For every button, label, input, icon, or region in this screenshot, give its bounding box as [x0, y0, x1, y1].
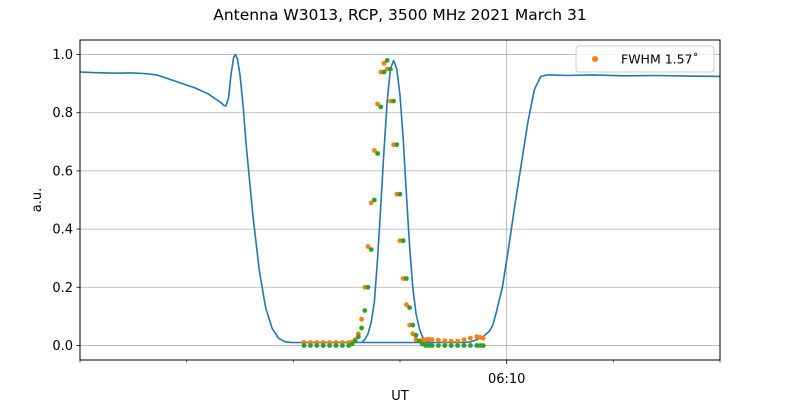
- series-3-point-17: [378, 104, 384, 110]
- series-2-point-42: [480, 335, 486, 341]
- series-line-0: [79, 53, 721, 344]
- series-2-point-38: [461, 337, 467, 342]
- y-tick-label-3: 0.6: [52, 164, 73, 179]
- series-2-point-33: [429, 337, 435, 342]
- series-3-point-3: [320, 343, 326, 348]
- series-3-point-2: [314, 343, 320, 348]
- series-3-point-24: [400, 238, 406, 244]
- series-3-point-10: [356, 334, 361, 340]
- series-3-point-9: [352, 338, 358, 344]
- series-2-point-18: [381, 60, 387, 66]
- series-3-point-14: [368, 247, 374, 252]
- series-2-point-16: [375, 101, 380, 107]
- legend-label-fwhm: FWHM 1.57˚: [621, 52, 699, 67]
- series-3-point-6: [340, 343, 345, 348]
- series-3-point-13: [365, 284, 371, 290]
- series-3-point-5: [333, 343, 339, 348]
- series-2-point-25: [404, 302, 409, 308]
- y-axis-label: a.u.: [30, 188, 45, 212]
- series-3-point-21: [391, 98, 396, 104]
- series-3-point-29: [416, 338, 422, 344]
- series-3-point-15: [372, 197, 377, 203]
- series-2-point-11: [359, 316, 364, 322]
- series-2-point-35: [442, 338, 448, 344]
- legend-box: [575, 45, 715, 73]
- series-line-1: [361, 59, 432, 344]
- x-axis: 06:10: [79, 360, 721, 387]
- legend-marker-fwhm: [592, 56, 598, 62]
- y-tick-label-5: 1.0: [52, 48, 73, 63]
- series-3-point-42: [480, 343, 486, 348]
- series-3-point-34: [436, 343, 441, 348]
- series-3-point-22: [394, 142, 400, 148]
- series-2-point-39: [468, 335, 473, 341]
- series-3-point-27: [410, 322, 416, 328]
- series-3-point-11: [359, 325, 364, 331]
- y-tick-label-0: 0.0: [52, 339, 73, 354]
- series-3-point-36: [448, 343, 454, 348]
- series-3-point-1: [308, 343, 313, 348]
- series-2-point-36: [448, 338, 454, 344]
- series-2-point-13: [365, 244, 371, 249]
- series-3-point-16: [375, 151, 380, 156]
- series-3-point-18: [381, 69, 387, 75]
- series-3-point-23: [397, 191, 403, 197]
- legend: FWHM 1.57˚: [575, 45, 715, 73]
- series-3-point-0: [301, 343, 307, 348]
- series-3-point-38: [461, 343, 467, 348]
- x-tick-label-0: 06:10: [488, 372, 525, 387]
- series-3-point-28: [413, 332, 419, 338]
- series-3-point-25: [404, 276, 409, 281]
- y-tick-label-1: 0.2: [52, 281, 73, 296]
- y-axis: 0.0 0.2 0.4 0.6 0.8 1.0: [52, 48, 80, 354]
- series-3-point-26: [407, 305, 412, 310]
- series-3-point-8: [349, 341, 355, 347]
- series-3-point-33: [429, 343, 435, 348]
- series-2-point-34: [436, 337, 441, 343]
- series-3-point-35: [442, 343, 448, 348]
- series-2-point-14: [368, 200, 374, 206]
- series-3-point-39: [468, 343, 473, 348]
- series-3-point-4: [327, 343, 332, 348]
- series-2-point-15: [372, 148, 377, 153]
- plot-series: [79, 53, 721, 348]
- series-3-point-37: [455, 343, 460, 348]
- x-axis-label: UT: [391, 389, 409, 400]
- y-tick-label-4: 0.8: [52, 106, 73, 121]
- series-3-point-19: [384, 58, 390, 63]
- chart-title: Antenna W3013, RCP, 3500 MHz 2021 March …: [213, 6, 587, 24]
- series-2-point-37: [455, 338, 460, 344]
- series-3-point-20: [388, 66, 393, 72]
- series-3-point-12: [362, 308, 368, 313]
- y-tick-label-2: 0.4: [52, 223, 73, 238]
